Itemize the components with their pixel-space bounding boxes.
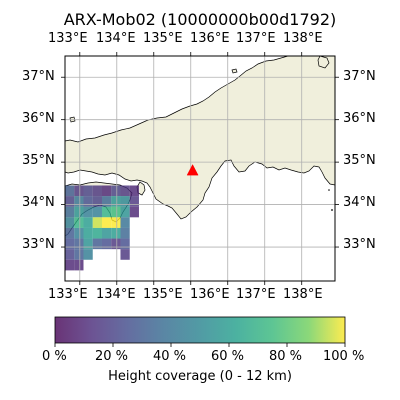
- heatmap-cell: [111, 217, 121, 228]
- land-izu-islet: [328, 189, 330, 191]
- heatmap-cell: [111, 185, 121, 197]
- lat-tick-label-right: 34°N: [343, 195, 376, 210]
- lat-tick-label-left: 35°N: [22, 153, 55, 168]
- colorbar-tick-label: 0 %: [42, 349, 67, 364]
- heatmap-cell: [120, 185, 130, 197]
- colorbar-frame: [54, 316, 346, 344]
- lon-tick-label-bottom: 135°E: [143, 287, 183, 302]
- heatmap-cell: [65, 185, 75, 197]
- heatmap-cell: [65, 227, 75, 239]
- heatmap-cell: [65, 196, 75, 207]
- lon-tick-label-top: 135°E: [143, 31, 183, 46]
- heatmap-cell: [74, 227, 84, 239]
- heatmap-cell: [120, 196, 130, 207]
- land-honshu: [65, 56, 335, 220]
- heatmap-cell: [101, 238, 112, 250]
- lon-tick-label-top: 138°E: [283, 31, 323, 46]
- lat-tick-label-left: 33°N: [22, 237, 55, 252]
- heatmap-cell: [74, 259, 84, 271]
- heatmap-cell: [111, 206, 121, 218]
- heatmap-cell: [83, 249, 93, 260]
- lon-tick-label-top: 134°E: [96, 31, 136, 46]
- heatmap-cell: [83, 227, 93, 239]
- colorbar-label: Height coverage (0 - 12 km): [108, 369, 292, 384]
- map-frame: [64, 55, 336, 282]
- map-title: ARX-Mob02 (10000000b00d1792): [63, 10, 337, 29]
- colorbar-tick-label: 40 %: [153, 349, 187, 364]
- heatmap-cell: [111, 238, 121, 250]
- heatmap-cell: [92, 227, 102, 239]
- lon-tick-label-bottom: 134°E: [96, 287, 136, 302]
- heatmap-cell: [83, 196, 93, 207]
- lon-tick-label-bottom: 136°E: [190, 287, 230, 302]
- location-marker: [186, 164, 199, 176]
- heatmap-cell: [129, 185, 139, 197]
- lat-tick-label-right: 33°N: [343, 237, 376, 252]
- heatmap-cell: [120, 217, 130, 228]
- heatmap-cell: [101, 185, 112, 197]
- colorbar-tick-label: 80 %: [269, 349, 303, 364]
- heatmap-cell: [74, 238, 84, 250]
- colorbar-tick-label: 60 %: [211, 349, 245, 364]
- heatmap-cell: [101, 206, 112, 218]
- heatmap-cell: [74, 196, 84, 207]
- heatmap-cell: [101, 196, 112, 207]
- heatmap-cell: [120, 227, 130, 239]
- lat-tick-label-left: 37°N: [22, 69, 55, 84]
- heatmap-cell: [74, 217, 84, 228]
- lon-tick-label-top: 136°E: [190, 31, 230, 46]
- lat-tick-label-right: 35°N: [343, 153, 376, 168]
- heatmap-cell: [74, 206, 84, 218]
- heatmap-cell: [65, 238, 75, 250]
- colorbar-tick-label: 100 %: [323, 349, 365, 364]
- heatmap-cell: [65, 259, 75, 271]
- lat-tick-label-right: 37°N: [343, 69, 376, 84]
- colorbar: [55, 317, 345, 343]
- heatmap-cell: [129, 206, 139, 218]
- colorbar-tick-label: 20 %: [95, 349, 129, 364]
- lon-tick-label-bottom: 138°E: [283, 287, 323, 302]
- heatmap-cell: [83, 217, 93, 228]
- heatmap-cell: [74, 185, 84, 197]
- heatmap-cell: [129, 196, 139, 207]
- lat-tick-label-left: 36°N: [22, 111, 55, 126]
- heatmap-cell: [74, 249, 84, 260]
- land-sado: [317, 56, 330, 69]
- lon-tick-label-top: 133°E: [48, 31, 88, 46]
- lon-tick-label-bottom: 133°E: [48, 287, 88, 302]
- heatmap-cell: [120, 206, 130, 218]
- heatmap-cell: [92, 196, 102, 207]
- heatmap-cell: [92, 206, 102, 218]
- lat-tick-label-right: 36°N: [343, 111, 376, 126]
- heatmap-cell: [120, 238, 130, 250]
- heatmap-cell: [111, 227, 121, 239]
- heatmap-cell: [101, 217, 112, 228]
- heatmap-cell: [92, 185, 102, 197]
- heatmap-cell: [83, 206, 93, 218]
- lon-tick-label-top: 137°E: [236, 31, 276, 46]
- heatmap-cell: [65, 249, 75, 260]
- heatmap-cell: [65, 217, 75, 228]
- land-izu-islet: [331, 209, 333, 211]
- heatmap-cell: [101, 227, 112, 239]
- heatmap-cell: [111, 196, 121, 207]
- heatmap-cell: [83, 238, 93, 250]
- heatmap-cell: [92, 238, 102, 250]
- lon-tick-label-bottom: 137°E: [236, 287, 276, 302]
- lat-tick-label-left: 34°N: [22, 195, 55, 210]
- heatmap-cell: [120, 249, 130, 260]
- heatmap-cell: [65, 206, 75, 218]
- land-islet-north: [231, 68, 238, 74]
- heatmap-cell: [92, 217, 102, 228]
- heatmap-cell: [83, 185, 93, 197]
